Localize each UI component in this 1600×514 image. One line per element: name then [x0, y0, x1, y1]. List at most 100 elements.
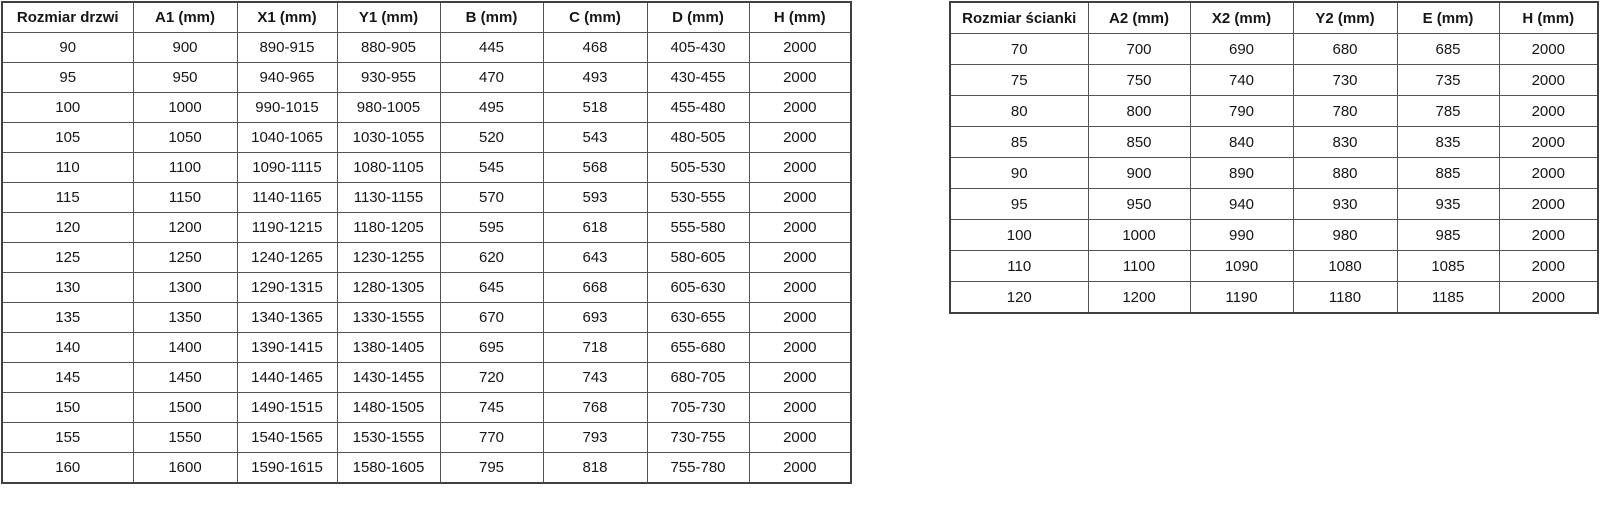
column-header: Y2 (mm): [1292, 1, 1398, 34]
table-cell: 2000: [748, 392, 852, 423]
table-cell: 1380-1405: [336, 332, 441, 363]
table-cell: 643: [542, 242, 648, 273]
table-cell: 495: [439, 92, 544, 123]
table-row: 100 1000 990 980 985 2000: [949, 219, 1599, 251]
table-cell: 130: [1, 272, 134, 303]
table-cell: 2000: [748, 422, 852, 453]
table-cell: 2000: [748, 242, 852, 273]
table-cell: 935: [1396, 188, 1500, 220]
table-cell: 990-1015: [236, 92, 338, 123]
table-cell: 2000: [748, 362, 852, 393]
table-cell: 1180-1205: [336, 212, 441, 243]
table-cell: 570: [439, 182, 544, 213]
table-cell: 2000: [748, 302, 852, 333]
table-row: 130 1300 1290-1315 1280-1305 645 668 605-630 20…: [1, 272, 852, 303]
table-cell: 2000: [748, 452, 852, 484]
table-cell: 743: [542, 362, 648, 393]
table-cell: 755-780: [646, 452, 750, 484]
table-row: 160 1600 1590-1615 1580-1605 795 818 755-780 20…: [1, 452, 852, 484]
column-header: E (mm): [1396, 1, 1500, 34]
column-header: H (mm): [1498, 1, 1599, 34]
table-row: 120 1200 1190-1215 1180-1205 595 618 555-580 20…: [1, 212, 852, 243]
table-cell: 1480-1505: [336, 392, 441, 423]
table-row: 90 900 890-915 880-905 445 468 405-430 2000: [1, 32, 852, 63]
table-row: 95 950 940-965 930-955 470 493 430-455 2000: [1, 62, 852, 93]
table-row: 145 1450 1440-1465 1430-1455 720 743 680-705 20…: [1, 362, 852, 393]
table-cell: 470: [439, 62, 544, 93]
table-row: 100 1000 990-1015 980-1005 495 518 455-480 2000: [1, 92, 852, 123]
table-row: 125 1250 1240-1265 1230-1255 620 643 580-605 20…: [1, 242, 852, 273]
table-row: 75 750 740 730 735 2000: [949, 64, 1599, 96]
table-cell: 75: [949, 64, 1089, 96]
column-header: X2 (mm): [1189, 1, 1294, 34]
table-cell: 685: [1396, 33, 1500, 65]
table-cell: 105: [1, 122, 134, 153]
table-cell: 700: [1087, 33, 1191, 65]
table-cell: 840: [1189, 126, 1294, 158]
table-cell: 1350: [132, 302, 238, 333]
table-row: 85 850 840 830 835 2000: [949, 126, 1599, 158]
table-cell: 930-955: [336, 62, 441, 93]
table-cell: 1440-1465: [236, 362, 338, 393]
table-cell: 1130-1155: [336, 182, 441, 213]
table-cell: 730: [1292, 64, 1398, 96]
table-row: 95 950 940 930 935 2000: [949, 188, 1599, 220]
table-row: 90 900 890 880 885 2000: [949, 157, 1599, 189]
table-cell: 793: [542, 422, 648, 453]
table-cell: 1340-1365: [236, 302, 338, 333]
table-cell: 1080-1105: [336, 152, 441, 183]
table-row: 110 1100 1090-1115 1080-1105 545 568 505-530 20…: [1, 152, 852, 183]
table-cell: 2000: [1498, 33, 1599, 65]
table-cell: 1040-1065: [236, 122, 338, 153]
table-cell: 2000: [748, 92, 852, 123]
table-cell: 750: [1087, 64, 1191, 96]
table-cell: 668: [542, 272, 648, 303]
table-cell: 520: [439, 122, 544, 153]
table-cell: 670: [439, 302, 544, 333]
column-header: A1 (mm): [132, 1, 238, 33]
table-row: 110 1100 1090 1080 1085 2000: [949, 250, 1599, 282]
table-cell: 1100: [1087, 250, 1191, 282]
table-cell: 1250: [132, 242, 238, 273]
table-cell: 1400: [132, 332, 238, 363]
table-cell: 2000: [748, 62, 852, 93]
table-cell: 690: [1189, 33, 1294, 65]
table-cell: 990: [1189, 219, 1294, 251]
table-cell: 468: [542, 32, 648, 63]
table-cell: 1450: [132, 362, 238, 393]
column-header: H (mm): [748, 1, 852, 33]
table-row: 135 1350 1340-1365 1330-1555 670 693 630-655 20…: [1, 302, 852, 333]
table-cell: 745: [439, 392, 544, 423]
table-cell: 100: [949, 219, 1089, 251]
table-cell: 1280-1305: [336, 272, 441, 303]
table-cell: 115: [1, 182, 134, 213]
table-cell: 800: [1087, 95, 1191, 127]
table-row: 115 1150 1140-1165 1130-1155 570 593 530-555 20…: [1, 182, 852, 213]
table-row: 105 1050 1040-1065 1030-1055 520 543 480-505 20…: [1, 122, 852, 153]
table-cell: 2000: [748, 182, 852, 213]
table-cell: 95: [1, 62, 134, 93]
table-row: 120 1200 1190 1180 1185 2000: [949, 281, 1599, 314]
table-cell: 1330-1555: [336, 302, 441, 333]
table-cell: 985: [1396, 219, 1500, 251]
table-cell: 2000: [748, 332, 852, 363]
table-cell: 940: [1189, 188, 1294, 220]
table-cell: 505-530: [646, 152, 750, 183]
table-cell: 1300: [132, 272, 238, 303]
table-cell: 518: [542, 92, 648, 123]
table-cell: 95: [949, 188, 1089, 220]
table-cell: 580-605: [646, 242, 750, 273]
table-cell: 1240-1265: [236, 242, 338, 273]
table-cell: 100: [1, 92, 134, 123]
table-cell: 160: [1, 452, 134, 484]
table-cell: 930: [1292, 188, 1398, 220]
table-cell: 645: [439, 272, 544, 303]
table-cell: 1590-1615: [236, 452, 338, 484]
table-cell: 1030-1055: [336, 122, 441, 153]
table-cell: 1390-1415: [236, 332, 338, 363]
table-cell: 620: [439, 242, 544, 273]
table-cell: 2000: [748, 122, 852, 153]
table-cell: 2000: [1498, 219, 1599, 251]
table-cell: 835: [1396, 126, 1500, 158]
table-cell: 885: [1396, 157, 1500, 189]
